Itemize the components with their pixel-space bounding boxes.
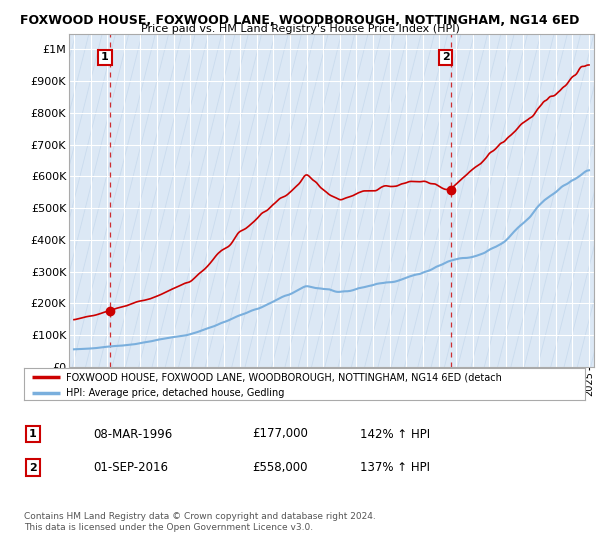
Text: 137% ↑ HPI: 137% ↑ HPI (360, 461, 430, 474)
Text: Price paid vs. HM Land Registry's House Price Index (HPI): Price paid vs. HM Land Registry's House … (140, 24, 460, 34)
Text: 1: 1 (29, 429, 37, 439)
Text: 142% ↑ HPI: 142% ↑ HPI (360, 427, 430, 441)
Text: 01-SEP-2016: 01-SEP-2016 (93, 461, 168, 474)
Text: FOXWOOD HOUSE, FOXWOOD LANE, WOODBOROUGH, NOTTINGHAM, NG14 6ED: FOXWOOD HOUSE, FOXWOOD LANE, WOODBOROUGH… (20, 14, 580, 27)
Text: 1: 1 (101, 53, 109, 62)
Text: Contains HM Land Registry data © Crown copyright and database right 2024.
This d: Contains HM Land Registry data © Crown c… (24, 512, 376, 532)
Text: 2: 2 (442, 53, 449, 62)
Text: HPI: Average price, detached house, Gedling: HPI: Average price, detached house, Gedl… (66, 388, 284, 398)
Text: £558,000: £558,000 (252, 461, 308, 474)
Text: £177,000: £177,000 (252, 427, 308, 441)
Text: 2: 2 (29, 463, 37, 473)
Text: 08-MAR-1996: 08-MAR-1996 (93, 427, 172, 441)
Text: FOXWOOD HOUSE, FOXWOOD LANE, WOODBOROUGH, NOTTINGHAM, NG14 6ED (detach: FOXWOOD HOUSE, FOXWOOD LANE, WOODBOROUGH… (66, 372, 502, 382)
